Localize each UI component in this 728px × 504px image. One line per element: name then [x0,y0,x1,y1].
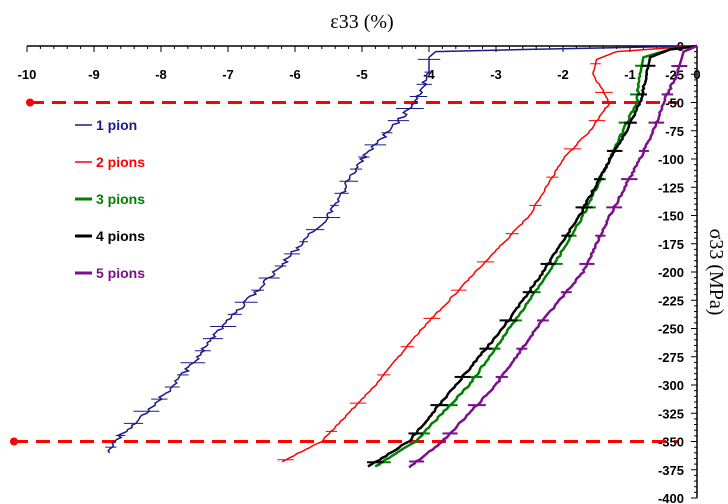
y-tick-label: -350 [658,435,684,450]
y-tick-label: -300 [658,378,684,393]
legend-label: 2 pions [96,154,145,170]
series-group-2 [277,45,698,463]
x-tick-label: -8 [155,67,167,82]
legend-label: 3 pions [96,191,145,207]
y-tick-label: -75 [665,124,684,139]
series-line [367,44,698,468]
y-axis-title: σ33 (MPa) [705,229,727,316]
y-tick-label: -400 [658,491,684,504]
legend-label: 1 pion [96,117,137,133]
series-line [408,44,698,469]
y-tick-label: -375 [658,463,684,478]
series-line [374,44,698,468]
reference-line-marker [10,437,18,446]
x-axis-title: ε33 (%) [330,11,393,33]
y-tick-label: -25 [665,67,684,82]
y-tick-label: -125 [658,180,684,195]
x-tick-label: -10 [18,67,37,82]
series-group-3 [373,44,698,468]
x-tick-label: -2 [557,67,569,82]
x-tick-label: -3 [490,67,502,82]
y-tick-label: -100 [658,152,684,167]
y-tick-label: -50 [665,96,684,111]
y-tick-label: -325 [658,406,684,421]
series-group-4 [367,44,698,468]
y-tick-label: -150 [658,209,684,224]
x-tick-label: -7 [222,67,234,82]
x-tick-label: -5 [356,67,368,82]
y-tick-label: -225 [658,293,684,308]
series-line [281,45,698,463]
x-tick-label: -9 [88,67,100,82]
x-tick-label: -6 [289,67,301,82]
y-tick-label: -275 [658,350,684,365]
y-tick-label: -200 [658,265,684,280]
legend-label: 5 pions [96,265,145,281]
series-line [107,45,698,454]
y-tick-label: -250 [658,322,684,337]
y-tick-label: -175 [658,237,684,252]
series-group-1 [105,45,698,454]
legend-label: 4 pions [96,228,145,244]
reference-line-marker [26,98,34,107]
series-group-5 [408,44,698,469]
x-tick-label: -1 [624,67,636,82]
